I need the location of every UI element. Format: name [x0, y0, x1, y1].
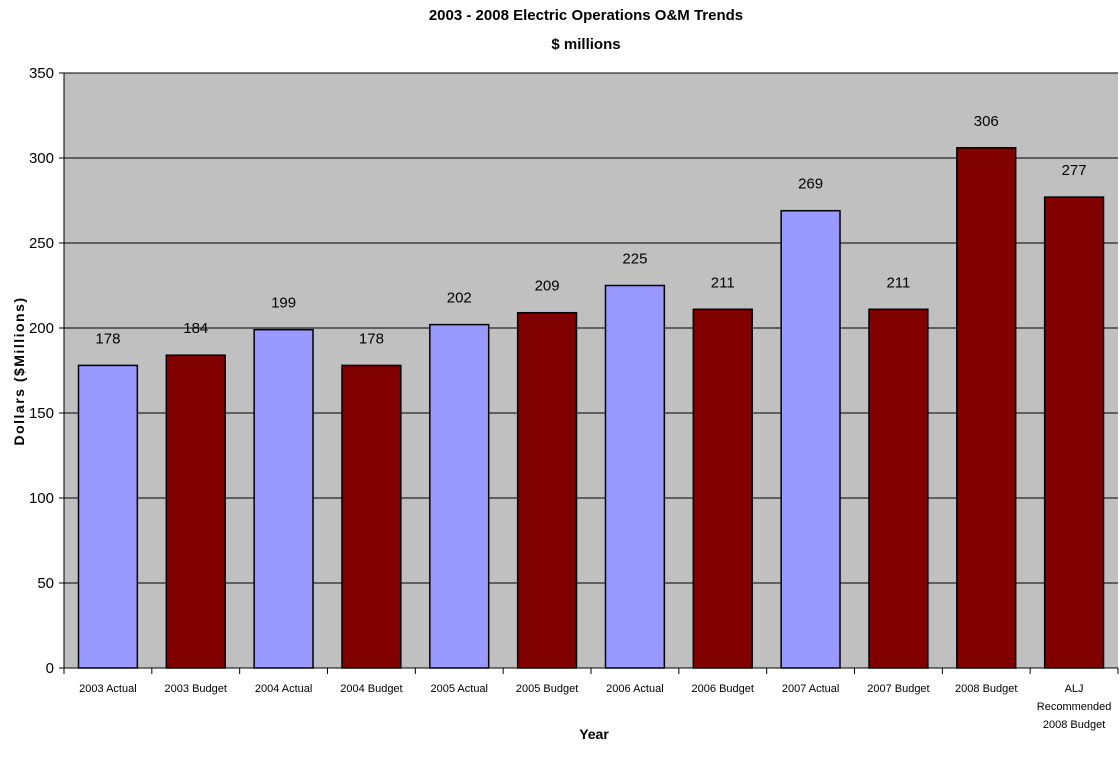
bar-budget	[868, 308, 929, 669]
gridlines	[64, 72, 1118, 584]
data-label: 184	[183, 320, 208, 337]
x-tick-label: 2007 Budget	[867, 683, 929, 695]
x-tick-label: 2004 Budget	[340, 683, 402, 695]
plot-area	[64, 73, 1118, 668]
x-tick-label: 2003 Budget	[165, 683, 227, 695]
x-tick-label: 2008 Budget	[955, 683, 1017, 695]
data-label: 225	[622, 251, 647, 268]
data-label: 269	[798, 176, 823, 193]
data-label: 209	[535, 278, 560, 295]
x-tick-label: 2005 Budget	[516, 683, 578, 695]
chart-title: 2003 - 2008 Electric Operations O&M Tren…	[429, 7, 743, 24]
bar-budget	[956, 147, 1017, 669]
bar-budget	[516, 311, 578, 669]
bar-actual	[780, 209, 841, 669]
x-tick-label: 2008 Budget	[1043, 719, 1105, 731]
bar-actual	[77, 364, 139, 669]
x-tick-label: Recommended	[1037, 701, 1112, 713]
bar-budget	[1043, 196, 1105, 669]
y-tick-label: 100	[29, 490, 54, 507]
y-axis-title: Dollars ($Millions)	[11, 296, 27, 445]
bar-actual	[604, 284, 666, 669]
y-tick-label: 250	[29, 235, 54, 252]
y-tick-label: 50	[37, 575, 54, 592]
data-label: 178	[359, 330, 384, 347]
y-tick-label: 300	[29, 150, 54, 167]
x-tick-label: 2005 Actual	[431, 683, 489, 695]
data-label: 199	[271, 295, 296, 312]
bar-budget	[165, 354, 226, 669]
y-tick-label: 150	[29, 405, 54, 422]
x-tick-label: 2006 Budget	[692, 683, 754, 695]
bar-actual	[429, 323, 490, 669]
data-label: 211	[886, 274, 910, 291]
data-label: 202	[447, 290, 472, 307]
x-tick-label: 2004 Actual	[255, 683, 313, 695]
x-tick-label: 2007 Actual	[782, 683, 840, 695]
data-label: 211	[711, 274, 735, 291]
y-tick-label: 200	[29, 320, 54, 337]
x-tick-label: 2003 Actual	[79, 683, 137, 695]
axes	[59, 72, 1119, 674]
data-label: 178	[95, 330, 120, 347]
bar-budget	[341, 364, 402, 669]
data-label: 277	[1062, 162, 1087, 179]
bar-budget	[692, 308, 753, 669]
x-tick-label: ALJ	[1065, 683, 1084, 695]
labels: 0 50 100 150 200 250 300 350 178 2003 Actual 184 20…	[29, 65, 1111, 731]
y-tick-label: 350	[29, 65, 54, 82]
data-label: 306	[974, 113, 999, 130]
x-axis-title: Year	[579, 726, 609, 742]
bar-actual	[253, 328, 314, 669]
y-tick-label: 0	[46, 660, 54, 677]
chart-subtitle: $ millions	[551, 36, 620, 53]
x-tick-label: 2006 Actual	[606, 683, 664, 695]
